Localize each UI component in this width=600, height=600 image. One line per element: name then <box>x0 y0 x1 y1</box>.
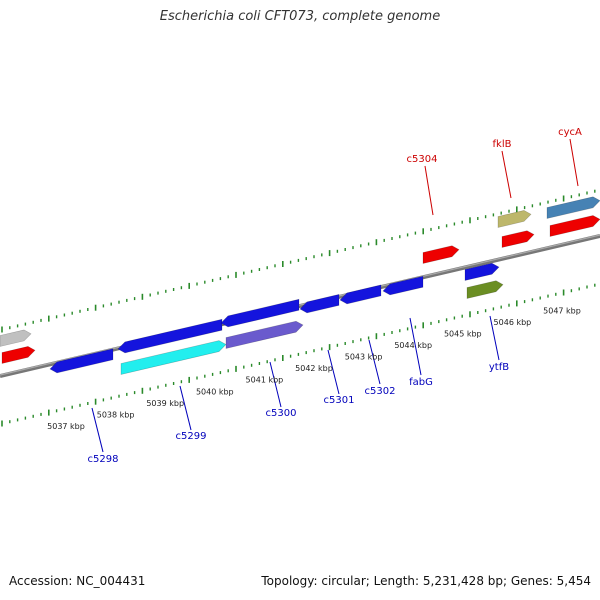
gene-leader-c5300 <box>269 361 282 408</box>
ruler-label: 5040 kbp <box>196 387 234 396</box>
topology-text: Topology: circular; Length: 5,231,428 bp… <box>261 574 591 588</box>
gene-leader-cycA <box>569 138 579 187</box>
map-title: Escherichia coli CFT073, complete genome <box>159 9 441 24</box>
ruler-label: 5041 kbp <box>246 376 284 385</box>
accession-text: Accession: NC_004431 <box>9 574 146 588</box>
gene-leader-c5301 <box>327 349 340 395</box>
gene-label-fabG: fabG <box>409 377 433 388</box>
gene-label-ytfB: ytfB <box>489 362 509 373</box>
inner-tick-track <box>1 283 596 427</box>
ruler-label: 5047 kbp <box>543 306 581 315</box>
gene-leader-c5298 <box>91 407 104 453</box>
gene-label-c5301: c5301 <box>324 395 355 406</box>
gene-feature-fabG[interactable] <box>382 275 424 296</box>
gene-label-c5302: c5302 <box>365 386 396 397</box>
ruler-label: 5039 kbp <box>146 399 184 408</box>
ruler-label: 5042 kbp <box>295 364 333 373</box>
outer-tick-track <box>1 189 596 333</box>
gene-leader-c5304 <box>424 165 434 216</box>
gene-feature-c5299-lower[interactable] <box>120 340 227 375</box>
ruler-label: 5037 kbp <box>47 422 85 431</box>
gene-leader-fklB <box>501 150 512 199</box>
labels: c5304 fklB cycA c5298 c5299 c5300 c5301 c5302 fa… <box>47 127 582 465</box>
gene-label-c5300: c5300 <box>266 408 297 419</box>
gene-label-c5298: c5298 <box>88 454 119 465</box>
ruler-label: 5044 kbp <box>394 341 432 350</box>
gene-feature-fklB-upper[interactable] <box>497 210 532 228</box>
gene-feature-c5301[interactable] <box>299 294 340 314</box>
gene-feature-left-red[interactable] <box>1 346 36 364</box>
gene-feature-c5302[interactable] <box>339 284 382 305</box>
ruler-label: 5038 kbp <box>97 410 135 419</box>
ruler-label: 5045 kbp <box>444 329 482 338</box>
gene-feature-c5304[interactable] <box>422 245 460 264</box>
label-leaders <box>91 138 579 453</box>
gene-label-c5299: c5299 <box>176 431 207 442</box>
gene-leader-c5302 <box>368 339 381 385</box>
gene-feature-c5300-lower[interactable] <box>225 320 304 349</box>
gene-label-fklB: fklB <box>493 139 512 150</box>
gene-features <box>0 196 600 375</box>
gene-feature-left-gray[interactable] <box>0 329 32 347</box>
gene-label-cycA: cycA <box>558 127 582 138</box>
ruler-label: 5043 kbp <box>345 353 383 362</box>
gene-leader-ytfB <box>489 315 500 361</box>
gene-feature-fklB-lower[interactable] <box>501 230 535 248</box>
gene-leader-c5299 <box>179 385 192 431</box>
gene-feature-cycA-upper[interactable] <box>546 196 600 219</box>
gene-leader-fabG <box>409 317 422 376</box>
genome-backbone-highlight <box>0 234 600 376</box>
gene-feature-c5300-upper[interactable] <box>220 298 300 328</box>
gene-feature-c5298[interactable] <box>49 348 114 374</box>
gene-feature-c5299-upper[interactable] <box>117 318 223 354</box>
gene-feature-cycA-lower[interactable] <box>549 215 600 237</box>
gene-feature-ytfB-lower[interactable] <box>466 280 504 299</box>
ruler-label: 5046 kbp <box>494 318 532 327</box>
gene-feature-ytfB-upper[interactable] <box>464 262 500 281</box>
gene-label-c5304: c5304 <box>407 154 438 165</box>
